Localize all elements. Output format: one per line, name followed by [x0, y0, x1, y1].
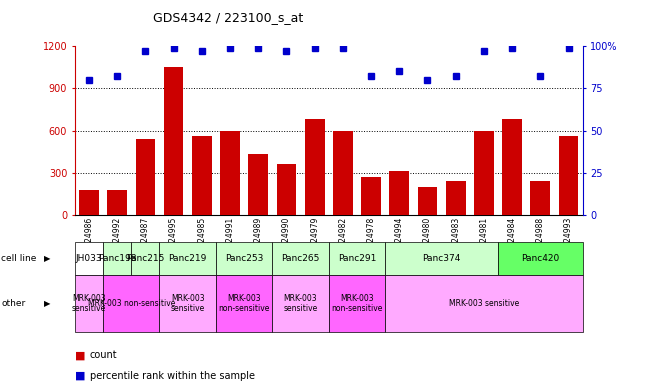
Text: other: other [1, 299, 25, 308]
Text: MRK-003
non-sensitive: MRK-003 non-sensitive [331, 294, 383, 313]
Text: ■: ■ [75, 350, 85, 360]
Text: GDS4342 / 223100_s_at: GDS4342 / 223100_s_at [153, 12, 303, 25]
Bar [559, 136, 578, 215]
Text: MRK-003
sensitive: MRK-003 sensitive [283, 294, 318, 313]
Bar [164, 67, 184, 215]
Text: ▶: ▶ [44, 299, 51, 308]
Text: MRK-003
sensitive: MRK-003 sensitive [72, 294, 106, 313]
Text: Panc215: Panc215 [126, 254, 165, 263]
Text: Panc420: Panc420 [521, 254, 559, 263]
Text: MRK-003
sensitive: MRK-003 sensitive [171, 294, 205, 313]
Bar [79, 190, 99, 215]
Bar [531, 181, 550, 215]
Text: MRK-003
non-sensitive: MRK-003 non-sensitive [219, 294, 270, 313]
Text: MRK-003 non-sensitive: MRK-003 non-sensitive [88, 299, 175, 308]
Text: JH033: JH033 [76, 254, 102, 263]
Text: Panc219: Panc219 [169, 254, 207, 263]
Bar [389, 171, 409, 215]
Bar [305, 119, 324, 215]
Bar [418, 187, 437, 215]
Text: ■: ■ [75, 371, 85, 381]
Bar [361, 177, 381, 215]
Text: percentile rank within the sample: percentile rank within the sample [90, 371, 255, 381]
Bar [474, 131, 493, 215]
Bar [446, 181, 465, 215]
Bar [503, 119, 522, 215]
Bar [220, 131, 240, 215]
Bar [277, 164, 296, 215]
Text: MRK-003 sensitive: MRK-003 sensitive [449, 299, 519, 308]
Bar [135, 139, 155, 215]
Text: Panc265: Panc265 [281, 254, 320, 263]
Text: count: count [90, 350, 117, 360]
Text: Panc374: Panc374 [422, 254, 461, 263]
Text: Panc253: Panc253 [225, 254, 263, 263]
Bar [192, 136, 212, 215]
Text: ▶: ▶ [44, 254, 51, 263]
Bar [248, 154, 268, 215]
Text: Panc198: Panc198 [98, 254, 137, 263]
Text: cell line: cell line [1, 254, 36, 263]
Bar [333, 131, 353, 215]
Text: Panc291: Panc291 [338, 254, 376, 263]
Bar [107, 190, 127, 215]
